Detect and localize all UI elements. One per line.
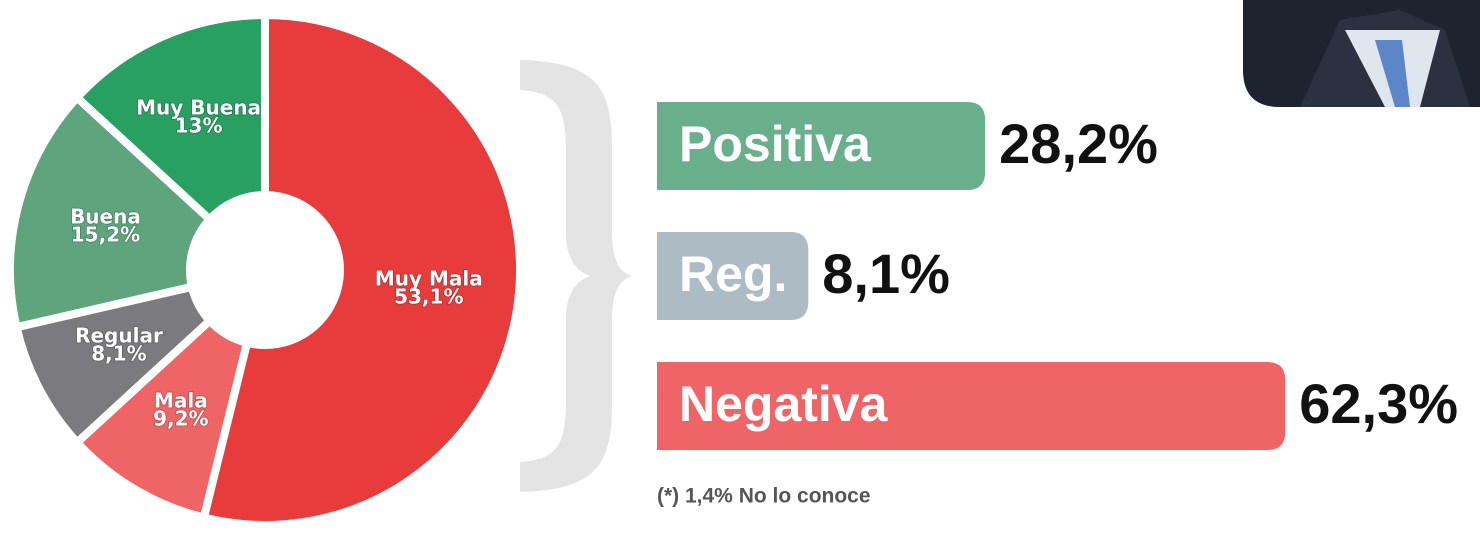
donut-slice xyxy=(73,11,269,224)
bar-value: 8,1% xyxy=(822,242,950,305)
slice-category: Muy Buena xyxy=(136,95,261,119)
bar-value: 28,2% xyxy=(999,112,1158,175)
donut-slice xyxy=(199,11,524,529)
photo xyxy=(1243,0,1480,107)
slice-value: 15,2% xyxy=(71,222,140,246)
slice-category: Mala xyxy=(154,388,208,412)
slice-category: Muy Mala xyxy=(375,266,483,290)
donut-slice xyxy=(6,93,214,332)
bar xyxy=(657,232,809,320)
slice-value: 53,1% xyxy=(394,284,463,308)
donut-slice xyxy=(73,316,252,522)
footnote: (*) 1,4% No lo conoce xyxy=(657,485,871,508)
slice-category: Buena xyxy=(70,204,141,228)
bar-label: Reg. xyxy=(679,246,787,302)
bar xyxy=(657,362,1286,450)
slice-category: Regular xyxy=(75,323,163,347)
bar-label: Negativa xyxy=(679,376,889,432)
bar-value: 62,3% xyxy=(1299,372,1458,435)
slice-value: 8,1% xyxy=(91,341,146,365)
bar-label: Positiva xyxy=(679,116,872,172)
slice-value: 13% xyxy=(175,113,223,137)
bar xyxy=(657,102,986,190)
slice-value: 9,2% xyxy=(153,406,208,430)
brace xyxy=(520,60,632,492)
